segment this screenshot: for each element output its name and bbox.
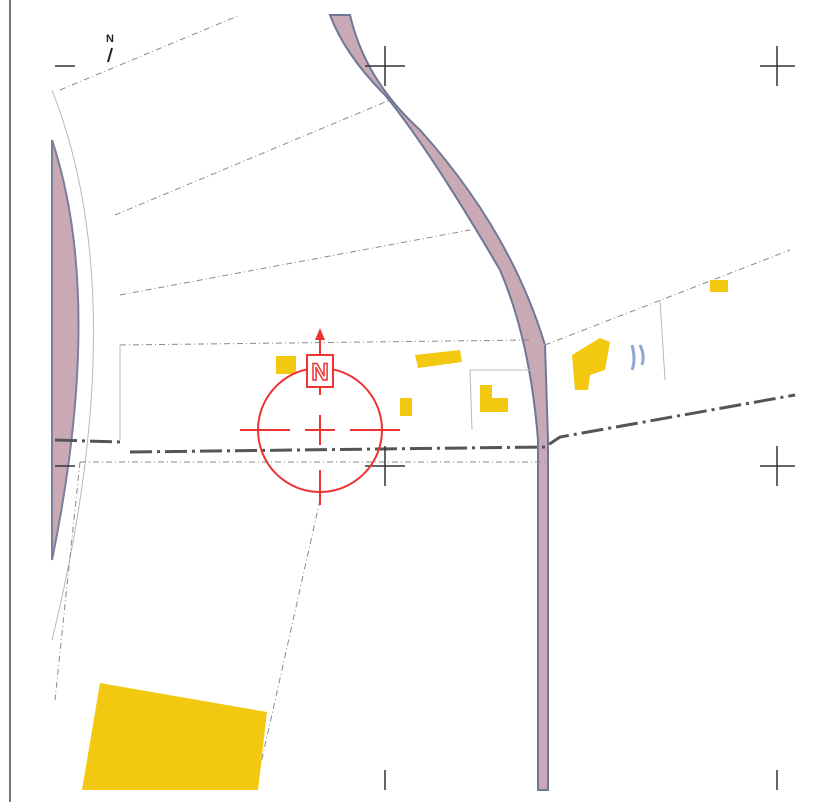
road-edge: [51, 89, 94, 641]
buildings: [82, 280, 728, 790]
north-label: N: [106, 33, 114, 45]
road-left: [51, 139, 80, 561]
marker-label: N: [311, 359, 328, 386]
location-marker: N: [240, 328, 400, 505]
parcel-lines: [54, 14, 791, 791]
water-mark: [630, 344, 645, 371]
boundary-line: [54, 393, 796, 454]
north-arrow: [107, 47, 113, 63]
road-curved: [328, 14, 549, 791]
